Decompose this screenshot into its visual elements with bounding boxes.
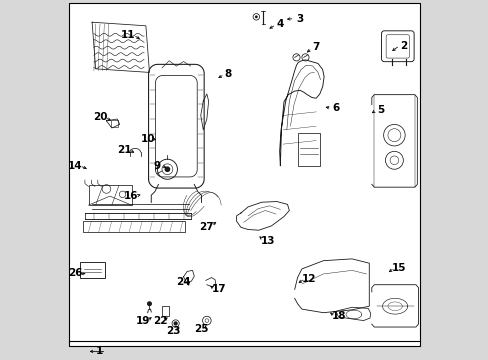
Text: 3: 3 bbox=[296, 14, 303, 24]
Text: 7: 7 bbox=[312, 42, 319, 52]
Text: 1: 1 bbox=[96, 346, 102, 356]
Text: 10: 10 bbox=[140, 134, 155, 144]
Text: 5: 5 bbox=[376, 105, 384, 115]
Text: 18: 18 bbox=[332, 311, 346, 321]
Text: 6: 6 bbox=[332, 103, 339, 113]
Text: 16: 16 bbox=[124, 191, 139, 201]
Text: 11: 11 bbox=[121, 30, 135, 40]
Text: 14: 14 bbox=[68, 161, 82, 171]
Text: 13: 13 bbox=[260, 236, 274, 246]
Bar bbox=[88, 185, 131, 205]
Text: 27: 27 bbox=[199, 222, 214, 231]
Text: 15: 15 bbox=[391, 263, 405, 273]
Bar bbox=[162, 306, 169, 316]
Text: 12: 12 bbox=[301, 274, 316, 284]
Text: 25: 25 bbox=[194, 324, 208, 334]
Text: 17: 17 bbox=[212, 284, 226, 294]
Text: 4: 4 bbox=[276, 19, 284, 29]
Circle shape bbox=[254, 15, 257, 18]
Text: 23: 23 bbox=[166, 325, 181, 336]
Text: 8: 8 bbox=[224, 69, 231, 79]
Text: 26: 26 bbox=[68, 268, 82, 278]
Bar bbox=[111, 121, 118, 127]
Text: 2: 2 bbox=[400, 41, 407, 50]
Circle shape bbox=[174, 322, 177, 325]
Text: 22: 22 bbox=[153, 316, 167, 325]
Text: 21: 21 bbox=[117, 144, 131, 154]
Circle shape bbox=[165, 167, 169, 171]
FancyBboxPatch shape bbox=[381, 31, 413, 62]
Circle shape bbox=[147, 302, 151, 306]
Bar bbox=[83, 221, 185, 232]
Bar bbox=[298, 134, 319, 166]
Text: 24: 24 bbox=[176, 277, 190, 287]
Text: 9: 9 bbox=[153, 161, 160, 171]
Bar bbox=[80, 262, 104, 278]
Text: 20: 20 bbox=[93, 112, 107, 122]
Text: 19: 19 bbox=[136, 316, 150, 325]
